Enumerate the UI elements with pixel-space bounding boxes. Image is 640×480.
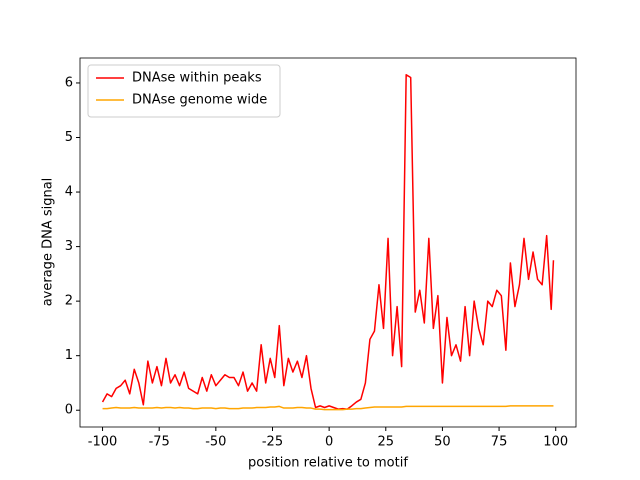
data-line [101,74,555,410]
x-tick-label: 0 [325,435,333,450]
x-axis-label: position relative to motif [248,456,408,471]
x-tick-label: 50 [434,435,451,450]
legend-box [87,64,281,118]
data-line [102,405,554,411]
y-tick-label: 2 [65,294,73,309]
x-tick-label: -50 [205,435,226,450]
y-tick-label: 0 [65,403,73,418]
x-tick-label: 25 [378,435,395,450]
x-tick-label: 100 [543,435,568,450]
x-tick-label: -25 [262,435,283,450]
y-tick-label: 4 [65,185,73,200]
x-tick-label: -100 [88,435,118,450]
legend-label: DNAse within peaks [132,71,262,86]
y-tick-label: 1 [65,348,73,363]
y-tick-label: 5 [65,130,73,145]
legend-label: DNAse genome wide [132,93,267,108]
axes-frame [79,57,577,428]
y-axis-label: average DNA signal [41,178,56,307]
x-tick-label: 75 [491,435,508,450]
y-tick-label: 6 [65,75,73,90]
y-tick-label: 3 [65,239,73,254]
x-tick-label: -75 [149,435,170,450]
